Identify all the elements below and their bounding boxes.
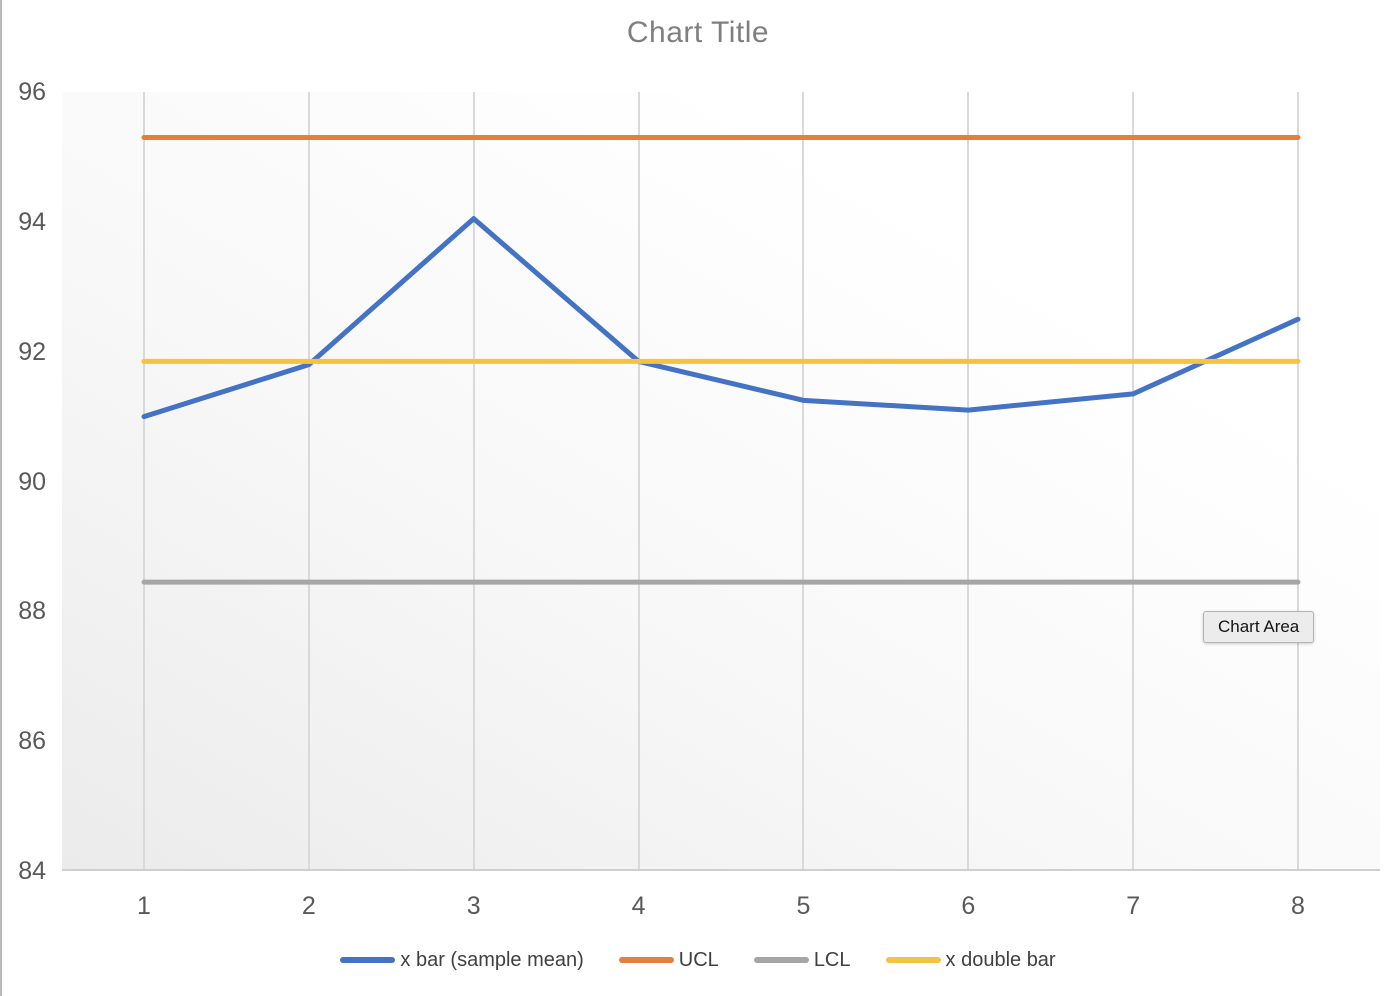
- legend-line-swatch-x-bar-sample-mean: [340, 957, 396, 963]
- legend-label-ucl: UCL: [678, 948, 719, 971]
- y-tick-label: 84: [18, 857, 46, 885]
- x-tick-label: 1: [137, 892, 151, 920]
- window-left-border: [0, 0, 2, 996]
- x-tick-label: 3: [466, 892, 481, 920]
- vertical-gridline: [1296, 92, 1299, 871]
- legend-label-x-bar-sample-mean: x bar (sample mean): [400, 948, 584, 971]
- y-tick-label: 88: [18, 597, 46, 626]
- vertical-gridline: [307, 92, 310, 871]
- x-axis-line: [62, 869, 1380, 871]
- y-tick-label: 92: [18, 337, 46, 366]
- legend: x bar (sample mean) UCL LCL x double bar: [0, 944, 1396, 976]
- vertical-gridline: [143, 92, 145, 871]
- legend-item-lcl[interactable]: LCL: [753, 948, 851, 972]
- y-tick-label: 94: [18, 207, 46, 236]
- legend-item-ucl[interactable]: UCL: [618, 948, 719, 972]
- x-tick-label: 5: [796, 892, 811, 920]
- plot-area[interactable]: [62, 92, 1380, 871]
- legend-line-swatch-x-double-bar: [885, 957, 941, 963]
- x-tick-label: 7: [1126, 892, 1141, 920]
- chart-area-tooltip: Chart Area: [1203, 611, 1315, 643]
- vertical-gridline: [637, 92, 640, 871]
- legend-label-x-double-bar: x double bar: [945, 948, 1056, 971]
- y-tick-label: 90: [18, 467, 46, 496]
- x-tick-label: 4: [631, 892, 646, 920]
- vertical-gridline: [802, 92, 805, 871]
- legend-line-swatch-ucl: [618, 957, 674, 963]
- x-tick-label: 2: [301, 892, 316, 920]
- vertical-gridline: [967, 92, 970, 871]
- legend-item-x-bar-sample-mean[interactable]: x bar (sample mean): [340, 948, 584, 972]
- legend-item-x-double-bar[interactable]: x double bar: [885, 948, 1056, 972]
- y-tick-label: 96: [18, 78, 46, 106]
- vertical-gridline: [1132, 92, 1135, 871]
- vertical-gridline: [472, 92, 475, 871]
- y-tick-label: 86: [18, 727, 46, 756]
- chart-title[interactable]: Chart Title: [626, 16, 770, 49]
- x-tick-label: 8: [1291, 892, 1305, 920]
- x-tick-label: 6: [961, 892, 976, 920]
- legend-label-lcl: LCL: [813, 948, 851, 971]
- legend-line-swatch-lcl: [753, 957, 809, 963]
